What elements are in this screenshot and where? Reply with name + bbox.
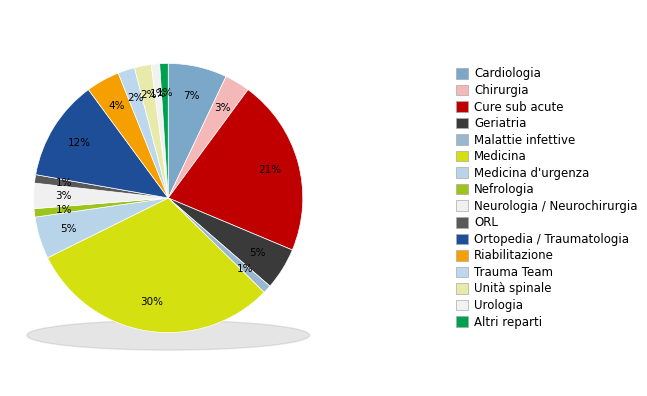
Text: 1%: 1%: [237, 264, 254, 274]
Text: 1%: 1%: [150, 89, 166, 99]
Text: 3%: 3%: [214, 103, 230, 113]
Text: 5%: 5%: [249, 248, 266, 258]
Text: 21%: 21%: [258, 165, 281, 175]
Wedge shape: [135, 65, 168, 198]
Text: 12%: 12%: [67, 138, 91, 148]
Wedge shape: [168, 63, 226, 198]
Text: 1%: 1%: [56, 205, 72, 215]
Text: 7%: 7%: [183, 91, 199, 101]
Text: 2%: 2%: [140, 90, 157, 100]
Text: 4%: 4%: [109, 101, 126, 111]
Text: 2%: 2%: [127, 93, 144, 103]
Ellipse shape: [27, 320, 309, 350]
Text: 5%: 5%: [60, 224, 76, 234]
Wedge shape: [168, 198, 270, 292]
Wedge shape: [34, 183, 168, 209]
Wedge shape: [48, 198, 264, 333]
Legend: Cardiologia, Chirurgia, Cure sub acute, Geriatria, Malattie infettive, Medicina,: Cardiologia, Chirurgia, Cure sub acute, …: [453, 64, 641, 332]
Wedge shape: [160, 63, 168, 198]
Text: 1%: 1%: [56, 178, 72, 188]
Wedge shape: [168, 198, 292, 286]
Wedge shape: [151, 64, 168, 198]
Wedge shape: [34, 175, 168, 198]
Text: 3%: 3%: [55, 191, 72, 201]
Wedge shape: [168, 89, 303, 250]
Wedge shape: [168, 76, 248, 198]
Wedge shape: [36, 89, 168, 198]
Wedge shape: [118, 68, 168, 198]
Wedge shape: [34, 198, 168, 217]
Text: 1%: 1%: [157, 88, 173, 98]
Wedge shape: [35, 198, 168, 258]
Wedge shape: [89, 73, 168, 198]
Text: 30%: 30%: [140, 297, 163, 307]
